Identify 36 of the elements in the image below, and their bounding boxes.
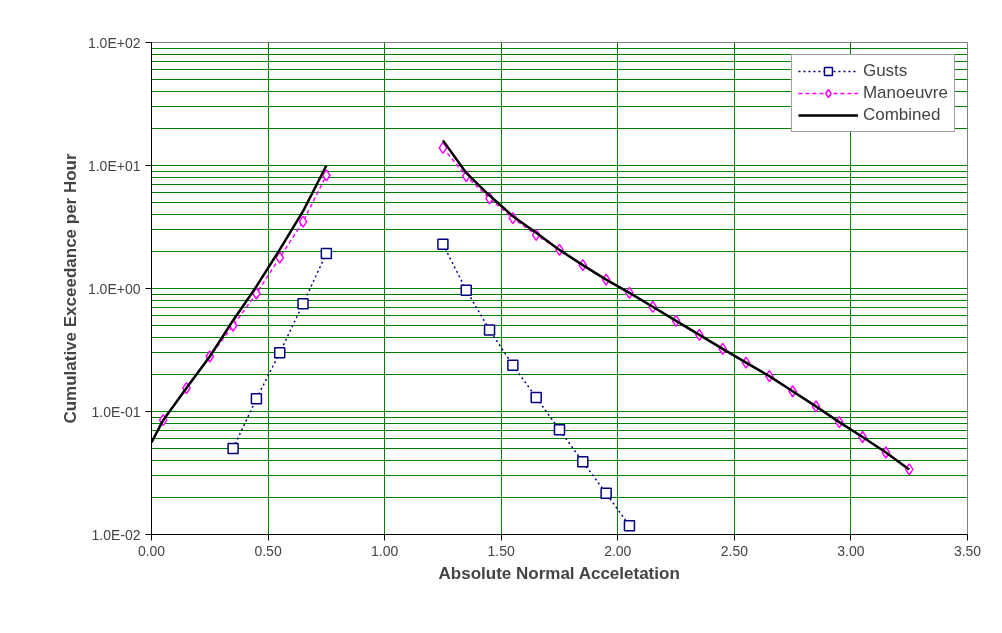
x-tick-label: 3.00 [837, 542, 865, 559]
point [507, 359, 519, 371]
x-tick-label: 1.00 [371, 542, 399, 559]
point [275, 251, 285, 264]
point [297, 298, 309, 310]
y-axis-title: Cumulative Exceedance per Hour [60, 153, 80, 424]
point [577, 456, 589, 468]
y-tick-label: 1.0E+02 [87, 34, 141, 51]
point [298, 215, 308, 228]
point [227, 442, 239, 455]
legend-label: Combined [862, 105, 941, 125]
point [600, 487, 612, 500]
x-tick-label: 1.50 [487, 542, 516, 559]
point [437, 238, 449, 250]
x-axis-title: Absolute Normal Acceletation [438, 563, 680, 583]
point [623, 519, 636, 532]
point [530, 391, 542, 404]
y-tick-label: 1.0E-02 [91, 526, 141, 543]
x-tick-label: 3.50 [953, 542, 982, 559]
x-tick-label: 0.00 [137, 542, 166, 559]
point [438, 141, 448, 155]
legend-label: Manoeuvre [862, 83, 948, 103]
point [250, 392, 263, 405]
point [273, 347, 286, 359]
point [483, 324, 496, 336]
point [460, 284, 472, 296]
x-tick-label: 2.50 [720, 542, 749, 559]
legend-label: Gusts [862, 61, 908, 81]
x-tick-label: 0.50 [254, 542, 282, 559]
y-tick-label: 1.0E+01 [87, 157, 141, 174]
y-tick-label: 1.0E+00 [87, 280, 141, 297]
y-tick-label: 1.0E-01 [91, 403, 141, 420]
x-tick-label: 2.00 [604, 542, 632, 559]
point [320, 247, 333, 260]
point [553, 424, 566, 436]
point [321, 169, 331, 182]
